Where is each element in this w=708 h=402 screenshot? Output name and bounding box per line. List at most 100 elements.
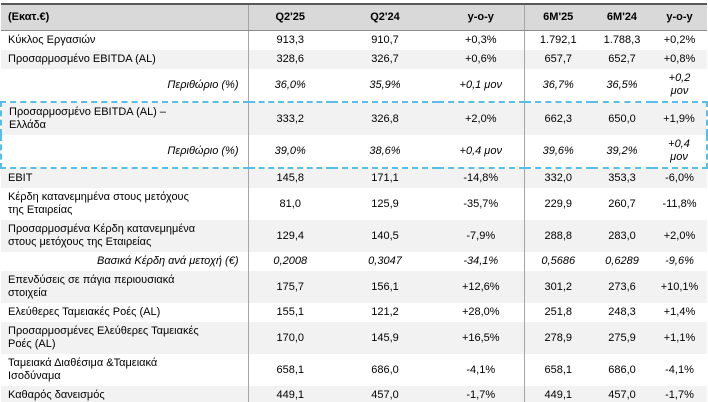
cell-value: 910,7 — [371, 34, 399, 46]
unit-label: (Εκατ.€) — [1, 3, 249, 31]
cell-value: 301,2 — [544, 280, 573, 293]
table-row: EBIT 145,8 171,1 -14,8% 332,0 353,3 -6,0% — [1, 168, 707, 188]
cell-value: 129,4 — [276, 229, 305, 242]
cell-value: 229,9 — [544, 197, 573, 210]
cell-value: -1,7% — [438, 386, 525, 402]
cell-value: 35,9% — [369, 78, 401, 91]
row-label: Ελεύθερες Ταμειακές Ροές (AL) — [1, 303, 249, 322]
cell-value: 171,1 — [371, 172, 399, 184]
cell-value: 1.788,3 — [603, 34, 641, 46]
table-row: Περιθώριο (%) 39,0% 38,6% +0,4 μον 39,6% 39,2… — [0, 135, 708, 169]
cell-value: 326,8 — [332, 101, 438, 135]
cell-value: 658,1 — [544, 363, 573, 376]
financial-results-table: (Εκατ.€) Q2'25 Q2'24 y-o-y 6M'25 6M'24 y… — [0, 3, 708, 402]
row-label: Βασικά Κέρδη ανά μετοχή (€) — [1, 252, 249, 271]
cell-value: +2,0% — [438, 101, 525, 135]
cell-value: 0,2008 — [273, 255, 308, 267]
row-label: Προσαρμοσμένο EBITDA (AL) — [1, 50, 249, 69]
cell-value: 125,9 — [371, 197, 399, 210]
table-row: Καθαρός δανεισμός 449,1 457,0 -1,7% 449,1 457… — [1, 386, 707, 402]
row-label: Περιθώριο (%) — [1, 69, 249, 102]
cell-value: +1,9% — [652, 101, 708, 135]
cell-value: 260,7 — [608, 197, 636, 210]
cell-value: 278,9 — [544, 331, 573, 344]
cell-value: +1,1% — [663, 331, 696, 344]
cell-value: 38,6% — [332, 135, 438, 169]
column-header-q2-24: Q2'24 — [332, 3, 438, 31]
cell-value: 288,8 — [544, 229, 573, 242]
cell-value: +0,2 μον — [668, 72, 691, 97]
cell-value: 39,6% — [524, 135, 592, 169]
cell-value: +0,6% — [438, 50, 525, 69]
cell-value: 0,3047 — [368, 255, 402, 267]
cell-value: 652,7 — [608, 53, 636, 65]
cell-value: -7,9% — [438, 220, 525, 252]
cell-value: 658,1 — [276, 363, 305, 376]
cell-value: +28,0% — [438, 303, 525, 322]
cell-value: 36,7% — [542, 78, 574, 91]
table-row: Κύκλος Εργασιών 913,3 910,7 +0,3% 1.792,1 1.7… — [1, 30, 707, 50]
cell-value: 251,8 — [544, 306, 573, 318]
table-row: Προσαρμοσμένο EBITDA (AL) 328,6 326,7 +0,6%… — [1, 50, 707, 69]
cell-value: +0,4 μον — [438, 135, 525, 169]
cell-value: 273,6 — [608, 280, 636, 293]
cell-value: 328,6 — [276, 53, 305, 65]
row-label: Κέρδη κατανεμημένα στους μετόχους της Ετ… — [1, 188, 249, 220]
cell-value: -34,1% — [438, 252, 525, 271]
cell-value: +0,8% — [663, 53, 696, 65]
cell-value: 140,5 — [371, 229, 399, 242]
table-row: Περιθώριο (%) 36,0% 35,9% +0,1 μον 36,7% 36,5… — [1, 69, 707, 102]
cell-value: 0,6289 — [605, 255, 639, 267]
cell-value: 449,1 — [248, 386, 332, 402]
cell-value: 650,0 — [592, 101, 652, 135]
cell-value: -6,0% — [665, 172, 694, 184]
cell-value: -14,8% — [438, 168, 525, 188]
cell-value: -11,8% — [662, 197, 697, 210]
cell-value: 662,3 — [524, 101, 592, 135]
row-label: Προσαρμοσμένο EBITDA (AL) – Ελλάδα — [0, 101, 249, 135]
cell-value: 657,7 — [544, 53, 573, 65]
cell-value: 36,0% — [274, 78, 306, 91]
table-row: Ταμειακά Διαθέσιμα &Ταμειακά Ισοδύναμα 65… — [1, 354, 707, 386]
cell-value: 1.792,1 — [539, 34, 577, 46]
table-row: Ελεύθερες Ταμειακές Ροές (AL) 155,1 121,2 +… — [1, 303, 707, 322]
cell-value: 121,2 — [371, 306, 399, 318]
column-header-6m-24: 6M'24 — [592, 3, 652, 31]
table-row: Προσαρμοσμένο EBITDA (AL) – Ελλάδα 333,2 3… — [0, 101, 708, 135]
cell-value: 913,3 — [276, 34, 305, 46]
cell-value: 449,1 — [524, 386, 592, 402]
cell-value: -1,7% — [652, 386, 707, 402]
cell-value: 175,7 — [276, 280, 305, 293]
cell-value: 457,0 — [592, 386, 652, 402]
cell-value: +2,0% — [663, 229, 696, 242]
table-row: Επενδύσεις σε πάγια περιουσιακά στοιχεία… — [1, 271, 707, 303]
row-label: Κύκλος Εργασιών — [1, 30, 249, 50]
cell-value: 275,9 — [608, 331, 636, 344]
row-label: Προσαρμοσμένα Κέρδη κατανεμημένα στους μ… — [1, 220, 249, 252]
row-label: Περιθώριο (%) — [0, 135, 249, 169]
cell-value: 39,2% — [592, 135, 652, 169]
cell-value: 353,3 — [608, 172, 636, 184]
cell-value: 686,0 — [608, 363, 636, 376]
row-label: Προσαρμοσμένες Ελεύθερες Ταμειακές Ροές … — [1, 322, 249, 354]
column-header-6m-25: 6M'25 — [524, 3, 592, 31]
cell-value: 36,5% — [606, 78, 638, 91]
cell-value: 156,1 — [371, 280, 399, 293]
cell-value: +16,5% — [438, 322, 525, 354]
row-label: Ταμειακά Διαθέσιμα &Ταμειακά Ισοδύναμα — [1, 354, 249, 386]
column-header-q2-25: Q2'25 — [248, 3, 332, 31]
table-row: Κέρδη κατανεμημένα στους μετόχους της Ετ… — [1, 188, 707, 220]
cell-value: 326,7 — [371, 53, 399, 65]
cell-value: 81,0 — [279, 197, 301, 210]
cell-value: 145,9 — [371, 331, 399, 344]
cell-value: +0,1 μον — [438, 69, 525, 102]
cell-value: +0,4 μον — [652, 135, 708, 169]
cell-value: +0,2% — [663, 34, 696, 46]
row-label: Επενδύσεις σε πάγια περιουσιακά στοιχεία — [1, 271, 249, 303]
table-row: Προσαρμοσμένα Κέρδη κατανεμημένα στους μ… — [1, 220, 707, 252]
cell-value: +12,6% — [438, 271, 525, 303]
cell-value: -35,7% — [438, 188, 525, 220]
row-label: EBIT — [1, 168, 249, 188]
cell-value: 155,1 — [276, 306, 305, 318]
